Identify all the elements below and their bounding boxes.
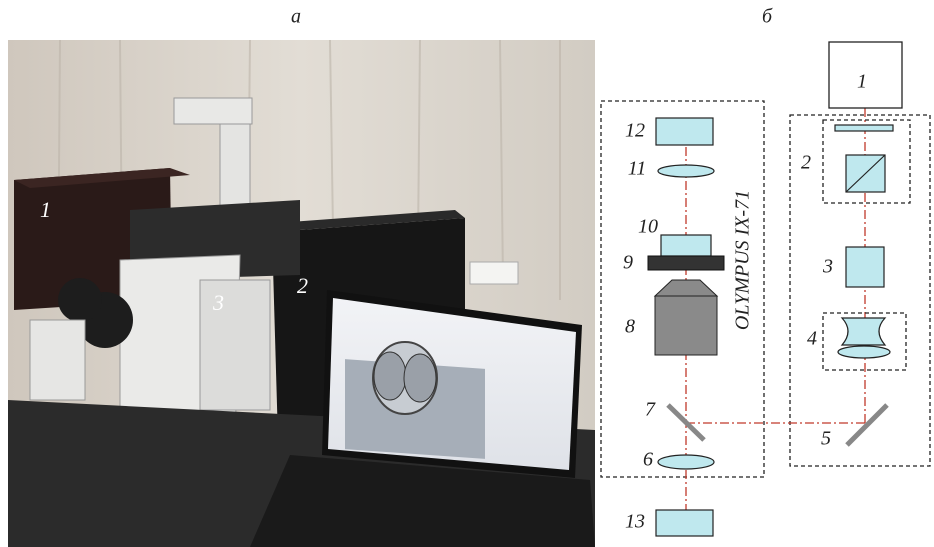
element [846,247,884,287]
stage [648,256,724,270]
plate [835,125,893,131]
component-label: 5 [821,428,831,450]
component-label: 6 [643,449,653,471]
component-label: 12 [625,120,645,142]
photo-annotation: 2 [297,273,308,298]
component-label: 13 [625,511,645,533]
photo-annotation: 1 [40,197,51,222]
component-label: 7 [645,399,656,421]
concave-lens [842,318,885,345]
lens [658,455,714,469]
component-label: 1 [857,71,867,93]
panel-label: б [762,6,773,28]
component-label: 9 [623,252,633,274]
component-label: 11 [628,158,647,180]
component-label: 10 [638,216,658,238]
photo-annotation: 3 [212,290,224,315]
light-source [656,510,713,536]
panel-label: а [291,6,301,28]
component-label: 8 [625,316,635,338]
objective [655,296,717,355]
camera [656,118,713,145]
component-label: 3 [822,256,833,278]
mirror [847,405,887,445]
component-label: 2 [801,152,811,174]
photo: 1 2 3 [8,40,595,547]
sample [661,235,711,256]
lens [658,165,714,177]
convex-lens [838,346,890,358]
figure: а б 1 2 3 [0,0,934,547]
component-label: 4 [807,328,817,350]
microscope-label: OLYMPUS IX-71 [732,190,754,330]
